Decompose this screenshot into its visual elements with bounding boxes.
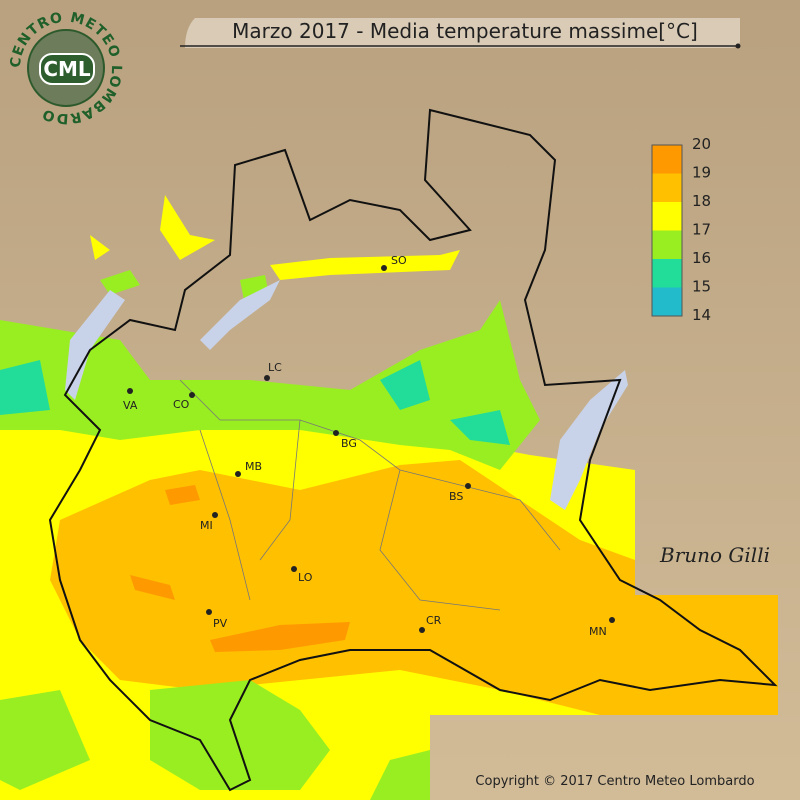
city-label: LC: [268, 361, 282, 374]
city: BS: [449, 483, 471, 503]
city-label: VA: [123, 399, 138, 412]
legend-swatch: [652, 145, 682, 174]
legend-label: 20: [692, 135, 711, 153]
legend-swatch: [652, 202, 682, 231]
logo-badge: CML: [43, 57, 91, 81]
city-label: MI: [200, 519, 213, 532]
city: LC: [264, 361, 282, 381]
city-label: MB: [245, 460, 262, 473]
legend-label: 17: [692, 221, 711, 239]
city: MI: [200, 512, 218, 532]
city-label: BG: [341, 437, 357, 450]
city: SO: [381, 254, 407, 271]
city: LO: [291, 566, 313, 584]
title: Marzo 2017 - Media temperature massime[°…: [232, 19, 698, 43]
legend-label: 19: [692, 164, 711, 182]
city-label: PV: [213, 617, 228, 630]
city-label: MN: [589, 625, 607, 638]
city: PV: [206, 609, 228, 630]
city: VA: [123, 388, 138, 412]
legend-swatch: [652, 287, 682, 316]
temperature-field: [0, 195, 778, 800]
city-label: SO: [391, 254, 407, 267]
legend-swatch: [652, 230, 682, 259]
legend-swatch: [652, 259, 682, 288]
legend: 20 19 18 17 16 15 14: [651, 135, 711, 324]
city-label: CR: [426, 614, 442, 627]
city: BG: [333, 430, 357, 450]
legend-swatch: [652, 173, 682, 202]
borders: [48, 108, 778, 792]
signature: Bruno Gilli: [659, 543, 770, 567]
legend-label: 15: [692, 278, 711, 296]
city-label: LO: [298, 571, 313, 584]
city-label: CO: [173, 398, 190, 411]
legend-label: 14: [692, 306, 711, 324]
city: CO: [173, 392, 195, 411]
city: MB: [235, 460, 262, 477]
title-dot: [735, 43, 741, 49]
legend-frame: [651, 144, 683, 317]
city-label: BS: [449, 490, 463, 503]
city: MN: [589, 617, 615, 638]
title-panel: [185, 18, 740, 48]
legend-label: 18: [692, 192, 711, 210]
copyright: Copyright © 2017 Centro Meteo Lombardo: [475, 774, 754, 789]
legend-label: 16: [692, 249, 711, 267]
city: CR: [419, 614, 442, 633]
